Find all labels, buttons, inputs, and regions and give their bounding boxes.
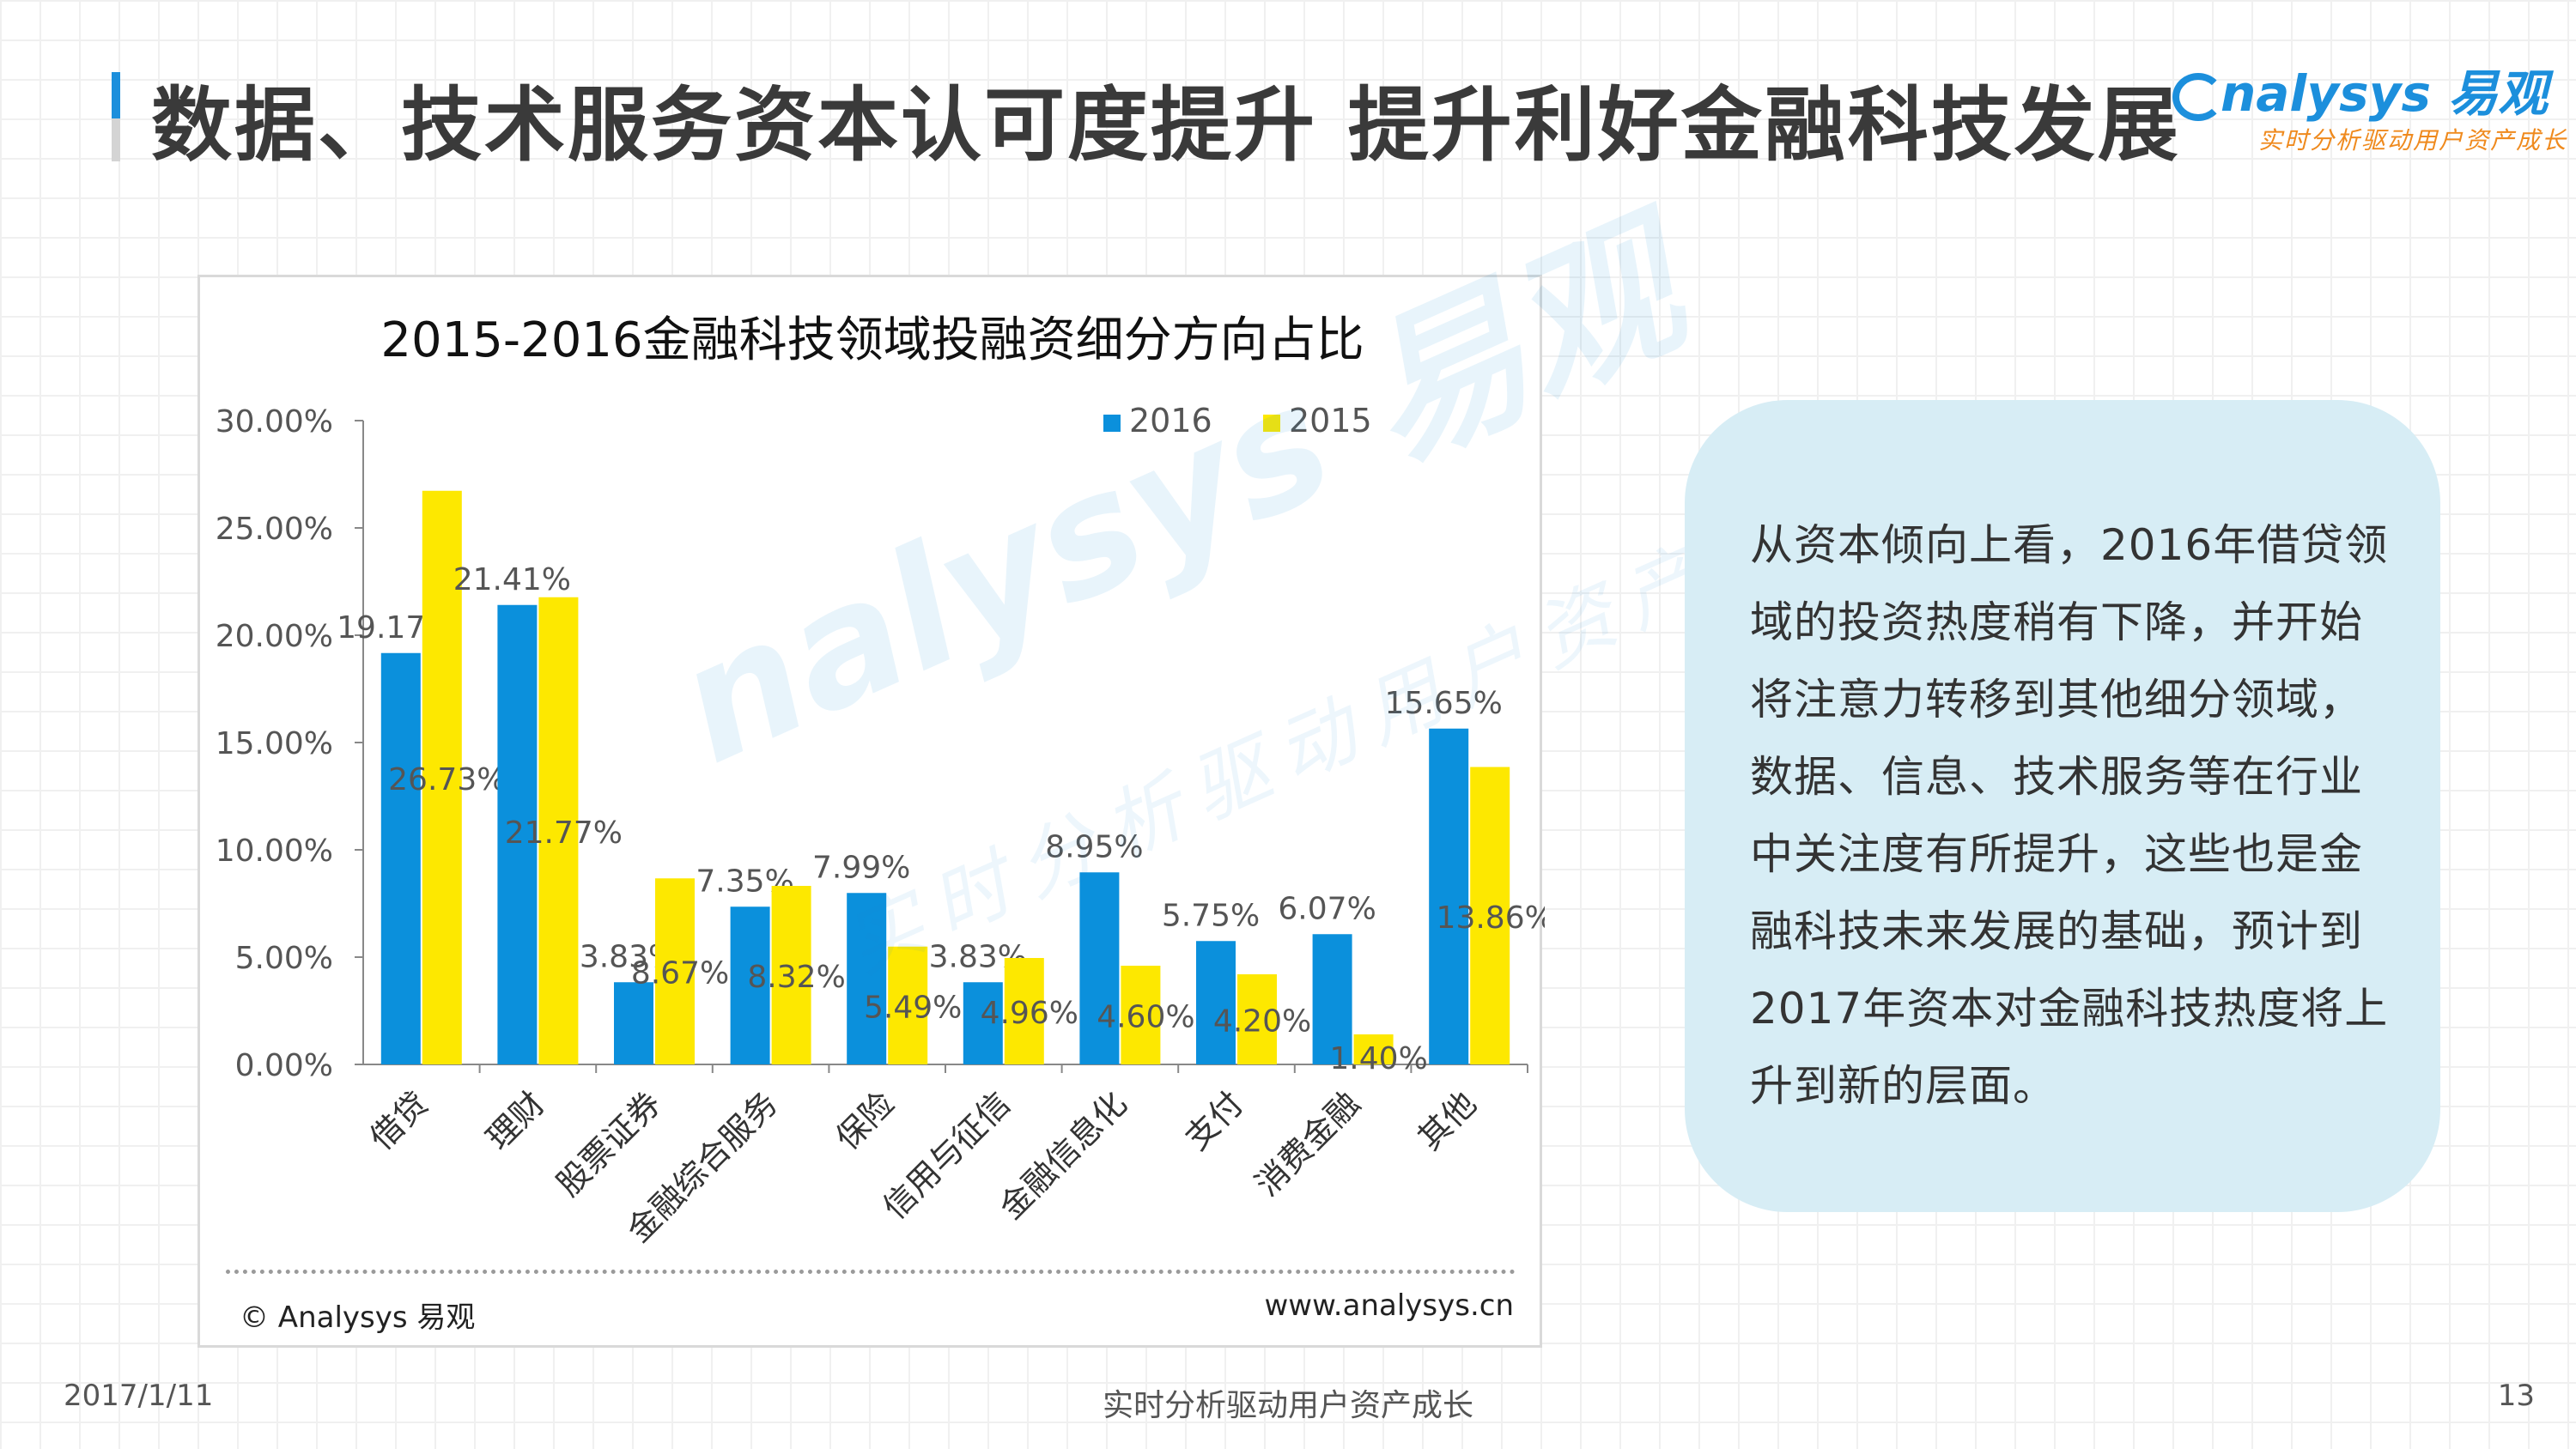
y-tick-label: 30.00%	[216, 404, 333, 440]
bar-2015	[1353, 1034, 1394, 1064]
bar-2016	[497, 604, 538, 1064]
y-tick-label: 15.00%	[216, 726, 333, 761]
bar-2016	[614, 982, 653, 1064]
x-category-label: 借贷	[362, 1084, 435, 1157]
data-label-2015: 4.20%	[1213, 1004, 1311, 1040]
data-label-2016: 5.75%	[1162, 898, 1260, 933]
legend-swatch-2015	[1263, 415, 1280, 432]
y-tick-label: 25.00%	[216, 512, 333, 547]
x-category-label: 保险	[829, 1084, 902, 1157]
chart-copyright: © Analysys 易观	[240, 1300, 476, 1335]
legend-label-2016: 2016	[1129, 402, 1212, 440]
x-category-label: 支付	[1178, 1084, 1251, 1157]
bar-2015	[422, 490, 462, 1064]
x-category-label: 理财	[479, 1084, 552, 1157]
bar-2015	[1470, 767, 1510, 1064]
footer-slogan: 实时分析驱动用户资产成长	[1102, 1388, 1473, 1423]
page-number: 13	[2497, 1379, 2535, 1413]
y-tick-label: 10.00%	[216, 834, 333, 869]
data-label-2015: 5.49%	[864, 990, 962, 1025]
data-label-2016: 8.95%	[1045, 829, 1143, 864]
logo-slogan: 实时分析驱动用户资产成长	[2258, 126, 2568, 155]
data-label-2015: 1.40%	[1329, 1041, 1427, 1076]
y-tick-label: 0.00%	[235, 1048, 333, 1083]
chart-panel: 2015-2016金融科技领域投融资细分方向占比 0.00% 5.00% 10.00%…	[197, 275, 1545, 1348]
x-category-label: 其他	[1411, 1084, 1484, 1157]
callout-text: 从资本倾向上看，2016年借贷领域的投资热度稍有下降，并开始将注意力转移到其他细…	[1750, 520, 2389, 1111]
legend-swatch-2016	[1103, 415, 1121, 432]
bar-2016	[1196, 941, 1236, 1064]
data-label-2015: 26.73%	[388, 762, 506, 797]
x-category-label: 金融信息化	[992, 1084, 1133, 1226]
y-tick-label: 20.00%	[216, 619, 333, 654]
bar-2016	[963, 982, 1003, 1064]
data-label-2015: 8.32%	[747, 960, 845, 995]
data-label-2016: 15.65%	[1385, 686, 1503, 721]
x-category-label: 股票证券	[550, 1084, 669, 1203]
bar-2015	[888, 946, 928, 1064]
data-label-2015: 4.96%	[981, 996, 1078, 1031]
bar-2016	[1429, 728, 1469, 1064]
bar-2016	[1312, 934, 1352, 1064]
data-label-2016: 21.41%	[453, 562, 571, 597]
bar-2016	[847, 893, 887, 1064]
bar-2015	[771, 886, 811, 1064]
analysys-logo: nalysys 易观 实时分析驱动用户资产成长	[2172, 53, 2568, 156]
bar-chart: 2015-2016金融科技领域投融资细分方向占比 0.00% 5.00% 10.00%…	[216, 312, 1545, 1250]
logo-a-icon	[2172, 72, 2224, 121]
data-label-2016: 6.07%	[1278, 891, 1376, 926]
data-label-2015: 4.60%	[1097, 1000, 1194, 1035]
bar-2015	[538, 597, 579, 1064]
x-category-label: 消费金融	[1248, 1084, 1367, 1203]
data-label-2016: 7.99%	[812, 850, 910, 885]
bar-2015	[1004, 958, 1044, 1064]
bar-2016	[730, 906, 770, 1064]
bar-2015	[655, 878, 695, 1064]
data-label-2015: 21.77%	[505, 815, 623, 851]
page-title: 数据、技术服务资本认可度提升 提升利好金融科技发展	[151, 79, 2181, 173]
chart-website: www.analysys.cn	[1264, 1288, 1515, 1323]
data-label-2015: 13.86%	[1437, 900, 1545, 936]
data-label-2015: 8.67%	[631, 956, 729, 991]
bar-2015	[1121, 966, 1161, 1064]
bar-2016	[1079, 872, 1120, 1064]
chart-divider	[226, 1270, 1516, 1274]
footer-date: 2017/1/11	[64, 1379, 214, 1413]
legend-label-2015: 2015	[1289, 402, 1372, 440]
y-tick-label: 5.00%	[235, 941, 333, 976]
callout-box: 从资本倾向上看，2016年借贷领域的投资热度稍有下降，并开始将注意力转移到其他细…	[1685, 400, 2440, 1212]
chart-title: 2015-2016金融科技领域投融资细分方向占比	[380, 312, 1364, 368]
bar-2016	[380, 652, 421, 1064]
logo-text: nalysys 易观	[2172, 53, 2550, 125]
bar-2015	[1237, 974, 1277, 1064]
title-accent-bar	[112, 72, 120, 161]
